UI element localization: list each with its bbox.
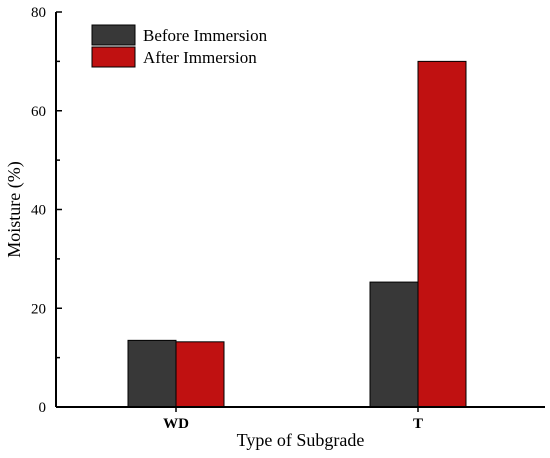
bar-t-after-immersion xyxy=(417,60,467,408)
bar-wd-before-immersion xyxy=(127,339,177,408)
y-tick-label: 40 xyxy=(31,203,46,219)
legend-label: After Immersion xyxy=(143,48,257,67)
legend: Before Immersion After Immersion xyxy=(91,24,268,68)
y-tick-label: 80 xyxy=(31,5,46,21)
bar-wd-after-immersion xyxy=(175,341,225,408)
y-tick-label: 60 xyxy=(31,104,46,120)
legend-swatch xyxy=(91,24,136,46)
ticks-layer: WD T 0 20 40 60 80 xyxy=(31,5,423,432)
x-axis-title: Type of Subgrade xyxy=(237,430,365,450)
y-tick-label: 0 xyxy=(39,400,47,416)
y-axis-title: Moisture (%) xyxy=(4,161,25,257)
bars-layer xyxy=(127,60,467,408)
y-tick-label: 20 xyxy=(31,301,46,317)
legend-swatch xyxy=(91,46,136,68)
x-tick-label: WD xyxy=(163,416,189,432)
legend-label: Before Immersion xyxy=(143,26,268,45)
bar-t-before-immersion xyxy=(369,281,419,408)
x-tick-label: T xyxy=(413,416,423,432)
